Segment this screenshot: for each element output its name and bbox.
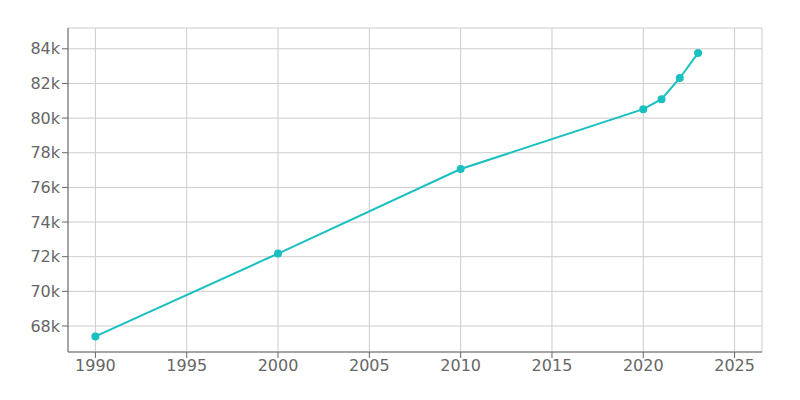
svg-text:1990: 1990 xyxy=(75,356,116,375)
svg-text:2010: 2010 xyxy=(440,356,481,375)
svg-text:1995: 1995 xyxy=(166,356,207,375)
svg-text:74k: 74k xyxy=(30,213,60,232)
svg-text:2015: 2015 xyxy=(532,356,573,375)
svg-text:82k: 82k xyxy=(30,74,60,93)
svg-text:68k: 68k xyxy=(30,317,60,336)
svg-text:70k: 70k xyxy=(30,282,60,301)
svg-text:80k: 80k xyxy=(30,109,60,128)
svg-text:84k: 84k xyxy=(30,39,60,58)
svg-text:76k: 76k xyxy=(30,178,60,197)
svg-text:2000: 2000 xyxy=(258,356,299,375)
svg-text:72k: 72k xyxy=(30,247,60,266)
svg-text:2020: 2020 xyxy=(623,356,664,375)
svg-text:2025: 2025 xyxy=(714,356,755,375)
svg-text:2005: 2005 xyxy=(349,356,390,375)
svg-text:78k: 78k xyxy=(30,143,60,162)
